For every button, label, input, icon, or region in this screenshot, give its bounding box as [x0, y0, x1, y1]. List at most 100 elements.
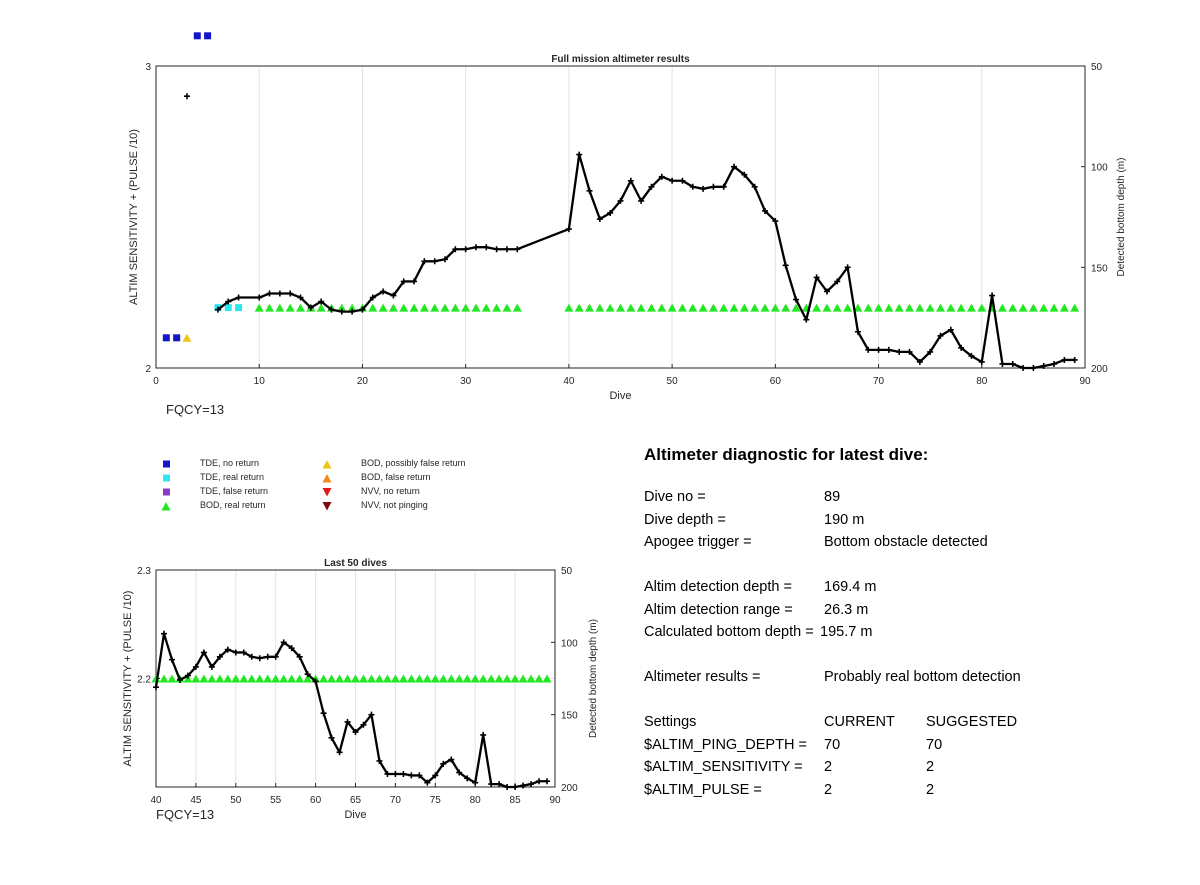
bod-real-return-marker — [430, 303, 440, 312]
x-tick-label: 85 — [510, 795, 522, 806]
bod-real-return-marker — [1059, 303, 1069, 312]
detection-range-value: 26.3 m — [824, 601, 869, 618]
bod-real-return-marker — [564, 303, 574, 312]
bottom-depth-point — [384, 770, 391, 777]
bod-real-return-marker — [574, 303, 584, 312]
y2-tick-label: 100 — [561, 638, 578, 649]
bod-real-return-marker — [688, 303, 698, 312]
y2-tick-label: 150 — [561, 711, 578, 722]
pulse-current: 2 — [824, 781, 833, 798]
bottom-depth-point — [216, 653, 223, 660]
bod-real-return-marker — [275, 303, 285, 312]
bottom-depth-point — [978, 358, 985, 365]
bod-real-return-marker — [191, 674, 201, 683]
bottom-depth-point — [1009, 360, 1016, 367]
apogee-trigger-value: Bottom obstacle detected — [824, 534, 988, 550]
bottom-depth-point — [344, 718, 351, 725]
sensitivity-row: $ALTIM_SENSITIVITY = 2 2 — [644, 759, 1184, 782]
bod-real-return-marker — [977, 303, 987, 312]
bottom-depth-point — [462, 246, 469, 253]
bod-real-return-marker — [303, 674, 313, 683]
detection-range-label: Altim detection range = — [644, 601, 793, 618]
bod-real-return-marker — [231, 674, 241, 683]
bottom-depth-point — [264, 653, 271, 660]
bottom-depth-point — [885, 346, 892, 353]
detection-depth-label: Altim detection depth = — [644, 579, 792, 595]
legend-square-marker — [163, 474, 170, 482]
sensitivity-current: 2 — [824, 759, 833, 775]
bod-real-return-marker — [247, 674, 257, 683]
bod-real-return-marker — [368, 303, 378, 312]
ping-depth-label: $ALTIM_PING_DEPTH = — [644, 736, 807, 753]
bottom-depth-point — [336, 749, 343, 756]
bod-real-return-marker — [534, 674, 544, 683]
bottom-depth-point — [442, 256, 449, 263]
bottom-depth-point — [803, 316, 810, 323]
x-tick-label: 50 — [667, 376, 679, 387]
bottom-depth-point — [576, 151, 583, 158]
fqcy-footnote: FQCY=13 — [166, 402, 224, 417]
y2-axis-label: Detected bottom depth (m) — [588, 619, 599, 738]
bottom-depth-point — [411, 278, 418, 285]
bottom-depth-point — [896, 348, 903, 355]
bottom-depth-point — [617, 197, 624, 204]
bottom-depth-point — [256, 294, 263, 301]
bod-real-return-marker — [374, 674, 384, 683]
bod-real-return-marker — [347, 303, 357, 312]
x-tick-label: 40 — [563, 376, 575, 387]
bod-real-return-marker — [518, 674, 528, 683]
bod-real-return-marker — [486, 674, 496, 683]
bod-real-return-marker — [646, 303, 656, 312]
bod-real-return-marker — [595, 303, 605, 312]
bottom-depth-point — [232, 649, 239, 656]
bod-real-return-marker — [492, 303, 502, 312]
bottom-depth-point — [256, 655, 263, 662]
x-tick-label: 10 — [254, 376, 266, 387]
bod-real-return-marker — [626, 303, 636, 312]
bottom-depth-point — [648, 183, 655, 190]
y-tick-label: 2 — [145, 364, 151, 375]
bottom-depth-point — [235, 294, 242, 301]
tde-marker — [235, 304, 243, 312]
bottom-depth-point — [248, 653, 255, 660]
bod-real-return-marker — [1008, 303, 1018, 312]
bottom-depth-point — [968, 352, 975, 359]
detection-depth-value: 169.4 m — [824, 579, 877, 595]
bottom-depth-point — [208, 663, 215, 670]
bod-real-return-marker — [616, 303, 625, 312]
dive-no-row: Dive no = 89 — [644, 489, 1184, 512]
legend-square-purple-icon — [160, 487, 172, 497]
bottom-depth-series-line — [154, 632, 548, 789]
bod-real-return-marker — [335, 674, 345, 683]
y2-tick-label: 50 — [1091, 62, 1103, 73]
bottom-depth-point — [184, 672, 191, 679]
x-axis-label: Dive — [344, 809, 366, 821]
bottom-depth-point — [565, 226, 572, 233]
detection-range-row: Altim detection range = 26.3 m — [644, 602, 1184, 625]
bod-real-return-marker — [791, 303, 801, 312]
bod-real-return-marker — [667, 303, 677, 312]
suggested-label: SUGGESTED — [926, 714, 1018, 730]
bottom-depth-point — [349, 308, 356, 315]
bottom-depth-point — [536, 778, 543, 785]
bottom-depth-point — [844, 264, 851, 271]
bottom-depth-point — [958, 344, 965, 351]
sensitivity-label: $ALTIM_SENSITIVITY = — [644, 759, 803, 775]
bod-real-return-marker — [510, 674, 520, 683]
bottom-depth-point — [947, 326, 954, 333]
legend-triangle-orange-icon — [321, 473, 333, 483]
x-tick-label: 70 — [390, 795, 402, 806]
bottom-depth-point — [272, 653, 279, 660]
y2-axis-label: Detected bottom depth (m) — [1116, 158, 1127, 277]
bod-real-return-marker — [956, 303, 966, 312]
pulse-row: $ALTIM_PULSE = 2 2 — [644, 782, 1184, 805]
bottom-depth-point — [424, 779, 431, 786]
bottom-depth-point — [448, 756, 455, 763]
y2-tick-label: 100 — [1091, 163, 1108, 174]
bod-real-return-marker — [494, 674, 504, 683]
bod-real-return-marker — [414, 674, 424, 683]
bod-real-return-marker — [399, 303, 409, 312]
bod-real-return-marker — [446, 674, 456, 683]
bottom-depth-point — [312, 678, 319, 685]
bod-real-return-marker — [935, 303, 945, 312]
